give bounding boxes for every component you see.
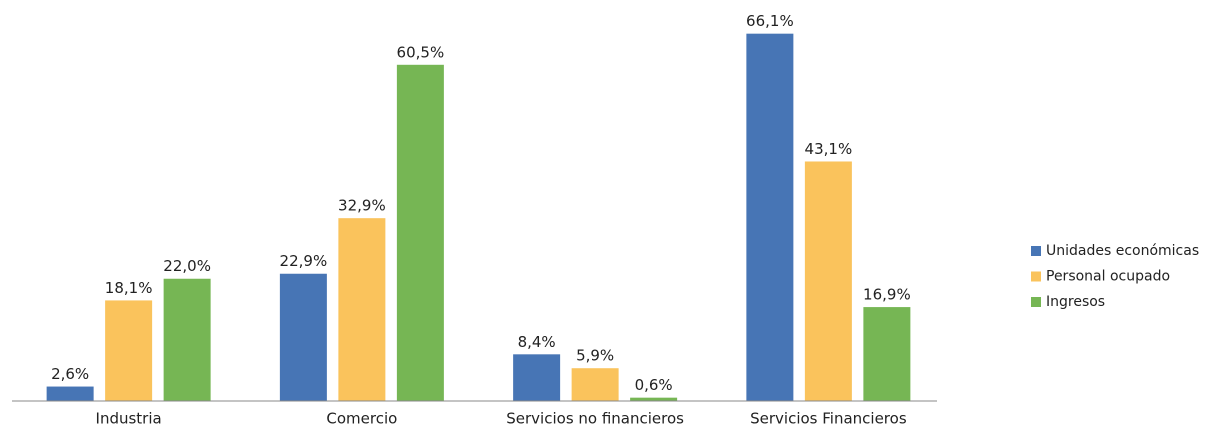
bar — [630, 397, 678, 401]
legend-swatch — [1031, 271, 1041, 282]
legend-swatch — [1031, 297, 1041, 307]
value-label: 8,4% — [518, 333, 556, 351]
bar — [105, 300, 153, 401]
value-label: 43,1% — [805, 140, 853, 158]
x-tick-label: Servicios Financieros — [750, 410, 907, 427]
x-tick-label: Industria — [96, 410, 162, 427]
bar — [396, 64, 444, 402]
bar — [279, 273, 327, 401]
value-label: 18,1% — [105, 279, 153, 297]
bar — [338, 218, 386, 401]
x-tick-label: Servicios no financieros — [506, 410, 684, 427]
value-label: 22,0% — [163, 257, 211, 275]
legend-label: Ingresos — [1046, 294, 1105, 310]
value-label: 66,1% — [746, 12, 794, 30]
value-label: 2,6% — [51, 365, 89, 383]
legend-label: Unidades económicas — [1046, 243, 1199, 259]
legend-swatch — [1031, 246, 1041, 256]
value-label: 16,9% — [863, 286, 911, 304]
value-label: 0,6% — [635, 376, 673, 394]
value-label: 22,9% — [280, 252, 328, 270]
bar — [746, 33, 794, 402]
bar — [571, 368, 619, 401]
value-label: 5,9% — [576, 347, 614, 365]
value-label: 32,9% — [338, 197, 386, 215]
x-tick-label: Comercio — [326, 410, 397, 427]
legend-label: Personal ocupado — [1046, 269, 1170, 285]
bar — [163, 278, 211, 401]
bar — [863, 307, 911, 401]
bar — [804, 161, 852, 401]
bar — [46, 386, 94, 401]
value-label: 60,5% — [397, 43, 445, 61]
bar — [513, 354, 561, 401]
